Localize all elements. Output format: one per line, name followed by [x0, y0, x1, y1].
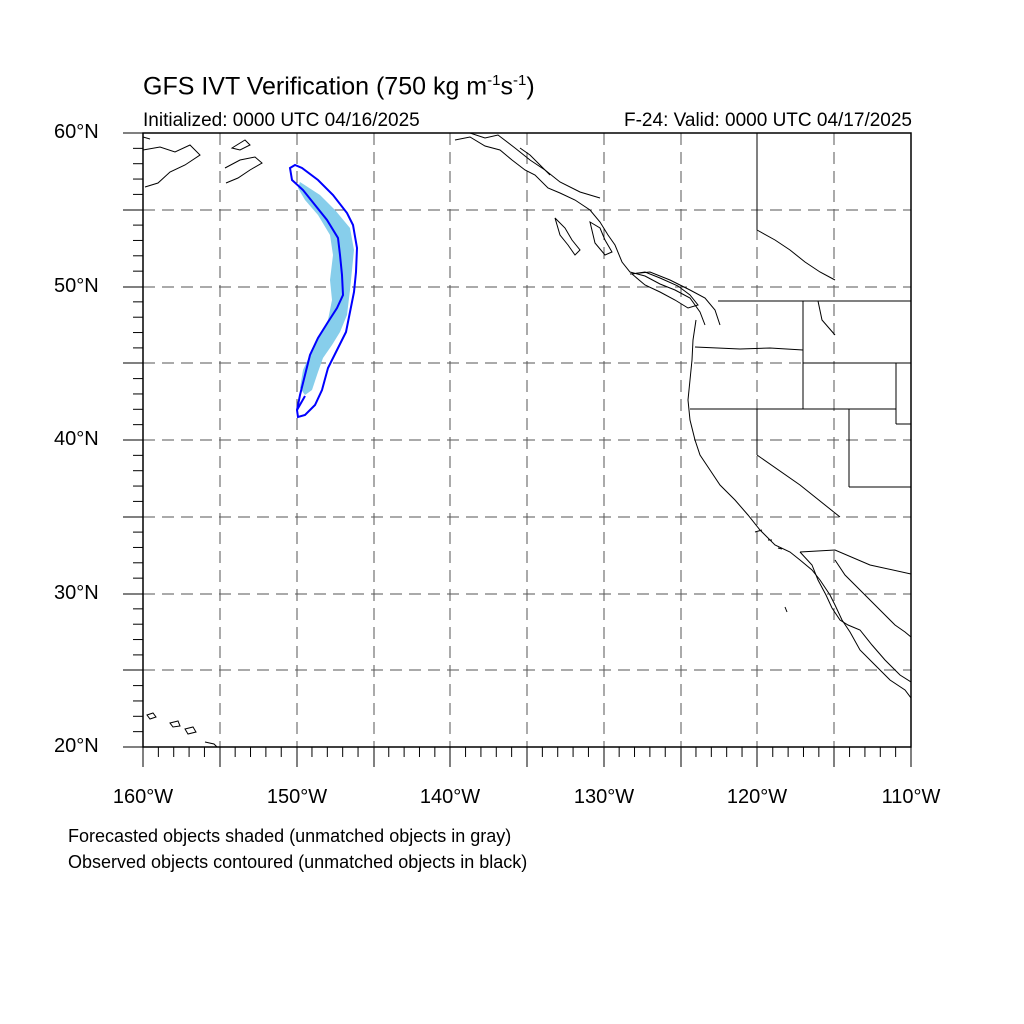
lat-label-40n: 40°N [54, 428, 99, 450]
lat-label-60n: 60°N [54, 121, 99, 143]
lat-label-20n: 20°N [54, 735, 99, 757]
alaska-coast [143, 144, 201, 188]
political-borders [690, 133, 911, 575]
us-west-coast [687, 319, 911, 699]
coastlines [143, 133, 911, 747]
forecast-ivt-object [298, 182, 354, 395]
observed-note: Observed objects contoured (unmatched ob… [68, 852, 528, 872]
observed-ivt-contour [288, 163, 359, 419]
lat-label-50n: 50°N [54, 275, 99, 297]
vancouver-island [630, 271, 699, 309]
initialized-label: Initialized: 0000 UTC 04/16/2025 [143, 110, 420, 131]
forecast-note: Forecasted objects shaded (unmatched obj… [68, 826, 512, 846]
lon-label-150w: 150°W [266, 786, 328, 808]
alaska-panhandle-coast [454, 136, 706, 326]
lon-label-160w: 160°W [112, 786, 174, 808]
gridlines [143, 133, 911, 747]
hawaii-islands [146, 712, 157, 720]
lon-label-130w: 130°W [573, 786, 635, 808]
valid-time-label: F-24: Valid: 0000 UTC 04/17/2025 [624, 110, 912, 131]
axis-ticks [123, 132, 912, 767]
baja-california [799, 551, 911, 683]
minor-ticks [133, 147, 897, 757]
lon-label-120w: 120°W [726, 786, 788, 808]
lon-label-110w: 110°W [881, 786, 941, 808]
lon-label-140w: 140°W [419, 786, 481, 808]
figure-title: GFS IVT Verification (750 kg m-1s-1) [143, 72, 535, 101]
lat-label-30n: 30°N [54, 582, 99, 604]
